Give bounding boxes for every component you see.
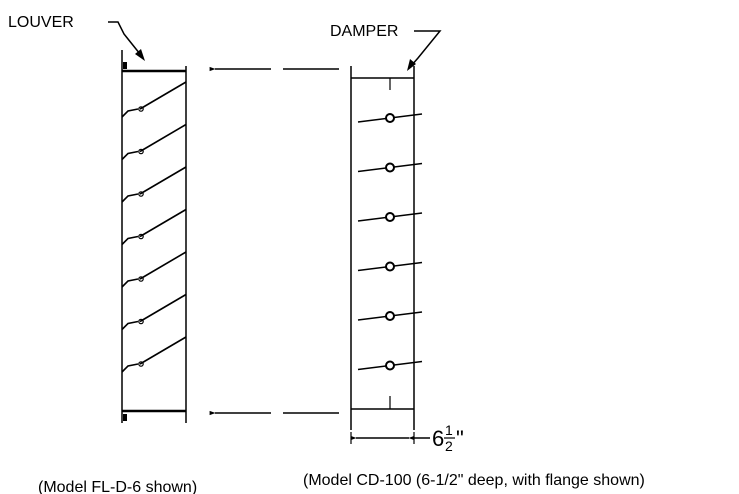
louver-blade bbox=[122, 210, 186, 245]
depth-dimension bbox=[351, 432, 430, 444]
louver-blade bbox=[122, 337, 186, 372]
louver-leader-line bbox=[108, 22, 140, 54]
damper-blade bbox=[358, 362, 422, 370]
dimension-whole: 6 bbox=[432, 426, 444, 451]
louver-blade bbox=[122, 125, 186, 160]
louver-blade bbox=[122, 167, 186, 202]
louver-label: LOUVER bbox=[8, 14, 74, 31]
damper-label: DAMPER bbox=[330, 23, 398, 40]
dimension-numerator: 1 bbox=[445, 422, 453, 438]
damper-leader-line bbox=[411, 31, 440, 66]
louver-frame bbox=[122, 50, 186, 423]
damper-blades bbox=[358, 114, 422, 370]
damper-blade bbox=[358, 114, 422, 122]
louver-blades bbox=[122, 82, 186, 372]
damper-blade bbox=[358, 164, 422, 172]
louver-blade bbox=[122, 82, 186, 117]
louver-blade bbox=[122, 295, 186, 330]
damper-caption: (Model CD-100 (6-1/2" deep, with flange … bbox=[303, 472, 645, 489]
damper-blade bbox=[358, 213, 422, 221]
damper-blade bbox=[358, 263, 422, 271]
damper-frame bbox=[351, 66, 414, 430]
damper-blade bbox=[358, 312, 422, 320]
louver-caption: (Model FL-D-6 shown) bbox=[38, 479, 197, 494]
dimension-denominator: 2 bbox=[445, 438, 453, 454]
dimension-unit: " bbox=[456, 426, 464, 451]
louver-blade bbox=[122, 252, 186, 287]
